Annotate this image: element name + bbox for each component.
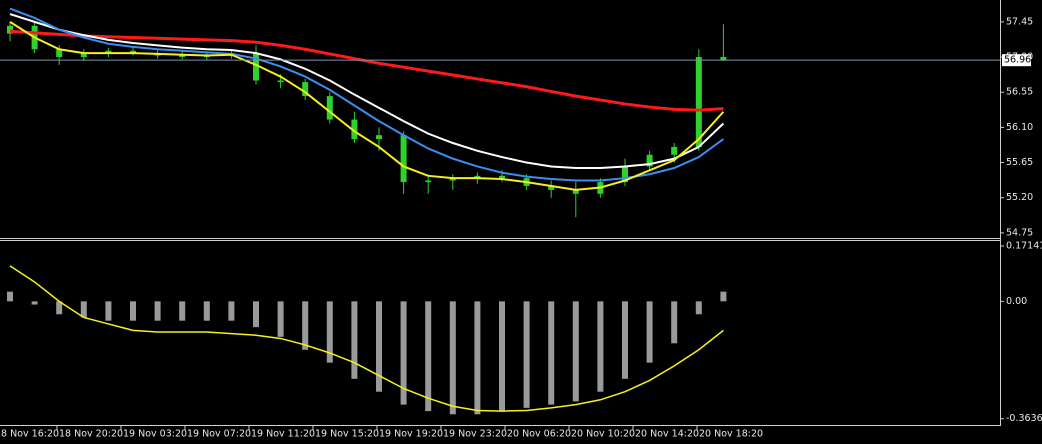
candle-body — [671, 146, 678, 155]
candle-body — [548, 185, 555, 190]
x-tick-label: 20 Nov 06:20 — [507, 429, 571, 440]
candle-body — [7, 25, 13, 34]
candle-body — [105, 50, 112, 54]
histogram-bar — [597, 301, 604, 392]
y-tick-label: 0.00 — [1006, 296, 1027, 307]
histogram-bar — [449, 301, 456, 415]
histogram-bar — [31, 301, 38, 305]
histogram-bar — [277, 301, 284, 337]
histogram-bar — [105, 301, 112, 321]
y-tick-label: 55.65 — [1006, 157, 1033, 168]
candle-body — [56, 49, 63, 58]
y-tick-label: 56.10 — [1006, 122, 1033, 133]
histogram-bar — [474, 301, 481, 415]
histogram-bar — [253, 301, 259, 328]
histogram-bar — [7, 291, 13, 302]
x-tick-label: 19 Nov 03:20 — [123, 429, 187, 440]
histogram-bar — [425, 301, 432, 412]
candle-body — [326, 96, 333, 120]
candle-body — [646, 154, 653, 167]
candle-body — [376, 135, 382, 140]
candle-body — [720, 57, 727, 61]
y-tick-label: 0.171416 — [1006, 240, 1042, 251]
candle-body — [351, 119, 358, 140]
x-tick-label: 20 Nov 18:20 — [699, 429, 763, 440]
histogram-bar — [203, 301, 210, 321]
current-price-label: 56.96 — [1004, 55, 1031, 66]
histogram-bar — [523, 301, 530, 408]
moving-average — [9, 21, 725, 191]
histogram-bar — [302, 301, 309, 350]
candle-body — [277, 80, 284, 83]
histogram-bar — [720, 291, 727, 302]
histogram-bar — [80, 301, 87, 318]
histogram-bar — [228, 301, 235, 321]
histogram-bar — [572, 301, 579, 402]
candle-body — [572, 189, 579, 194]
candle-body — [302, 82, 309, 97]
x-tick-label: 19 Nov 19:20 — [379, 429, 443, 440]
histogram-bar — [130, 301, 136, 321]
candle-body — [400, 135, 407, 183]
x-tick-label: 20 Nov 10:20 — [571, 429, 635, 440]
histogram-bar — [326, 301, 333, 363]
moving-average — [9, 29, 724, 112]
x-tick-label: 19 Nov 11:20 — [251, 429, 315, 440]
histogram-bar — [646, 301, 653, 363]
moving-average — [9, 13, 725, 170]
candle-body — [499, 175, 505, 179]
histogram-bar — [400, 301, 407, 405]
candle-body — [695, 57, 702, 147]
current-price-box — [1002, 54, 1031, 67]
y-tick-label: 57.45 — [1006, 16, 1033, 27]
signal-line — [9, 265, 724, 412]
x-tick-label: 20 Nov 14:20 — [635, 429, 699, 440]
candle-body — [449, 178, 456, 181]
histogram-bar — [622, 301, 628, 379]
x-tick-label: 19 Nov 15:20 — [315, 429, 379, 440]
x-tick-label: 18 Nov 16:20 — [0, 429, 59, 440]
candle-body — [130, 50, 136, 54]
histogram-bar — [376, 301, 382, 392]
x-tick-label: 19 Nov 07:20 — [187, 429, 251, 440]
histogram-bar — [56, 301, 63, 315]
histogram-bar — [695, 301, 702, 315]
y-tick-label: -0.36369 — [1006, 413, 1042, 424]
candle-body — [253, 53, 259, 81]
x-tick-label: 18 Nov 20:20 — [59, 429, 123, 440]
y-tick-label: 56.55 — [1006, 87, 1033, 98]
candle-body — [425, 180, 432, 183]
histogram-bar — [351, 301, 358, 379]
candle-body — [179, 55, 186, 58]
histogram-bar — [154, 301, 161, 321]
y-tick-label: 54.75 — [1006, 227, 1033, 238]
histogram-bar — [499, 301, 505, 412]
y-tick-label: 55.20 — [1006, 192, 1033, 203]
candle-body — [474, 175, 481, 179]
candle-body — [80, 53, 87, 58]
histogram-bar — [671, 301, 678, 344]
histogram-bar — [548, 301, 555, 405]
histogram-bar — [179, 301, 186, 321]
x-tick-label: 19 Nov 23:20 — [443, 429, 507, 440]
moving-average — [9, 7, 724, 182]
candle-body — [622, 166, 628, 183]
